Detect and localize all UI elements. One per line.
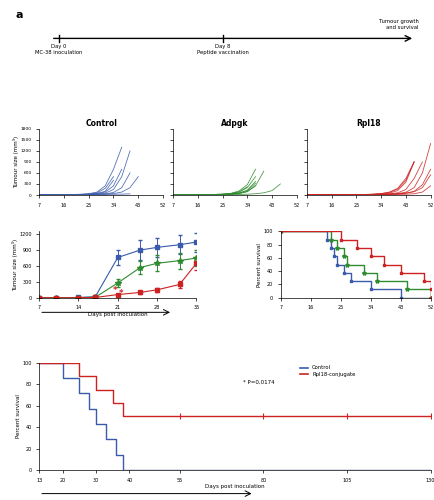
Y-axis label: Percent survival: Percent survival <box>16 394 21 438</box>
Text: * P=0,0174: * P=0,0174 <box>242 380 274 384</box>
Title: Adpgk: Adpgk <box>220 119 248 128</box>
Legend: Control, Rpl18-conjugate: Control, Rpl18-conjugate <box>297 363 357 379</box>
Text: Day 0
MC-38 inoculation: Day 0 MC-38 inoculation <box>35 44 82 55</box>
Text: Tumour growth
and survival: Tumour growth and survival <box>378 20 418 30</box>
Y-axis label: Tumour size (mm³): Tumour size (mm³) <box>13 136 19 188</box>
Y-axis label: Tumour size (mm³): Tumour size (mm³) <box>12 238 18 290</box>
Text: Day 8
Peptide vaccination: Day 8 Peptide vaccination <box>197 44 249 55</box>
Title: Control: Control <box>85 119 117 128</box>
Text: *: * <box>112 286 117 294</box>
X-axis label: Days post inoculation: Days post inoculation <box>88 312 147 317</box>
Text: *: * <box>118 288 122 298</box>
Text: a: a <box>16 10 23 20</box>
Title: Rpl18: Rpl18 <box>355 119 380 128</box>
X-axis label: Days post inoculation: Days post inoculation <box>204 484 264 489</box>
Y-axis label: Percent survival: Percent survival <box>257 242 262 286</box>
